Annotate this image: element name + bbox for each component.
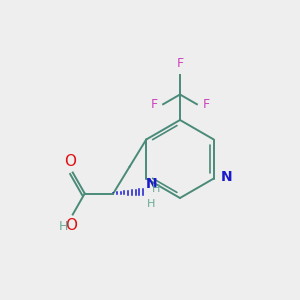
Text: N: N — [220, 170, 232, 184]
Text: F: F — [202, 98, 209, 111]
Text: N: N — [146, 176, 157, 190]
Text: F: F — [176, 57, 184, 70]
Text: O: O — [64, 154, 76, 169]
Text: H: H — [59, 220, 68, 233]
Text: H: H — [152, 184, 160, 194]
Text: F: F — [151, 98, 158, 111]
Text: H: H — [147, 199, 155, 208]
Text: O: O — [65, 218, 77, 233]
